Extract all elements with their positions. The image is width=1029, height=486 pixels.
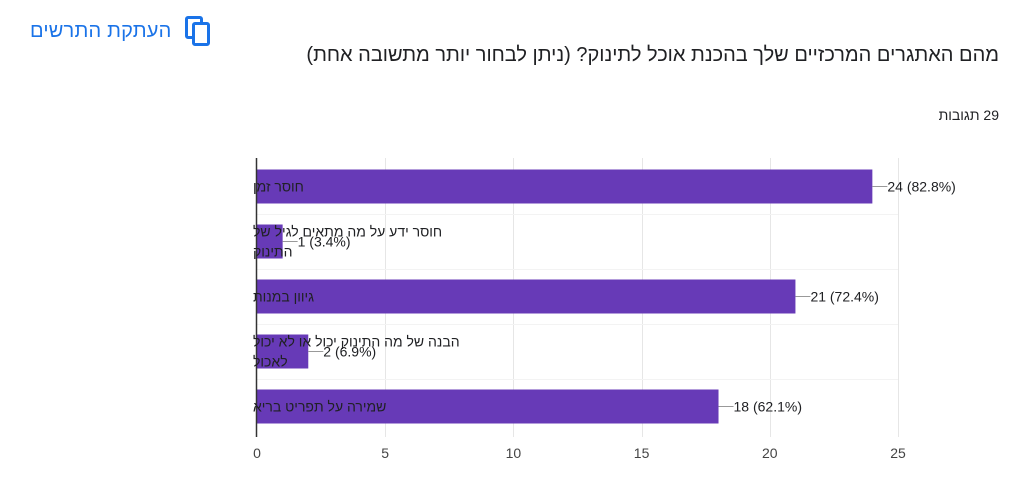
data-label-0: 24 (82.8%): [887, 179, 955, 195]
x-tick-label-25: 25: [890, 445, 906, 461]
bar-2: [257, 279, 796, 314]
x-tick-label-10: 10: [506, 445, 522, 461]
question-title: מהם האתגרים המרכזיים שלך בהכנת אוכל לתינ…: [306, 44, 999, 66]
category-label-4: שמירה על תפריט בריא: [253, 399, 386, 415]
copy-icon: [185, 16, 211, 46]
category-label-3: הבנה של מה התינוק יכול או לא יכול לאכול: [253, 334, 460, 370]
x-tick-label-20: 20: [762, 445, 778, 461]
x-tick-label-5: 5: [381, 445, 389, 461]
bar-3: [257, 334, 309, 369]
data-label-3: 2 (6.9%): [323, 344, 376, 360]
bar-0: [257, 169, 873, 204]
bar-4: [257, 389, 719, 424]
copy-chart-button[interactable]: העתקת התרשים: [30, 14, 211, 48]
bar-1: [257, 224, 283, 259]
response-count: 29 תגובות: [938, 107, 999, 123]
x-tick-label-15: 15: [634, 445, 650, 461]
data-label-4: 18 (62.1%): [734, 399, 802, 415]
category-label-1: חוסר ידע על מה מתאים לגיל של התינוק: [253, 224, 442, 260]
data-label-2: 21 (72.4%): [810, 289, 878, 305]
x-tick-label-0: 0: [253, 445, 261, 461]
category-label-0: חוסר זמן: [253, 179, 304, 195]
copy-chart-label: העתקת התרשים: [30, 19, 172, 42]
category-label-2: גיוון במנות: [253, 289, 314, 305]
data-label-1: 1 (3.4%): [298, 234, 351, 250]
